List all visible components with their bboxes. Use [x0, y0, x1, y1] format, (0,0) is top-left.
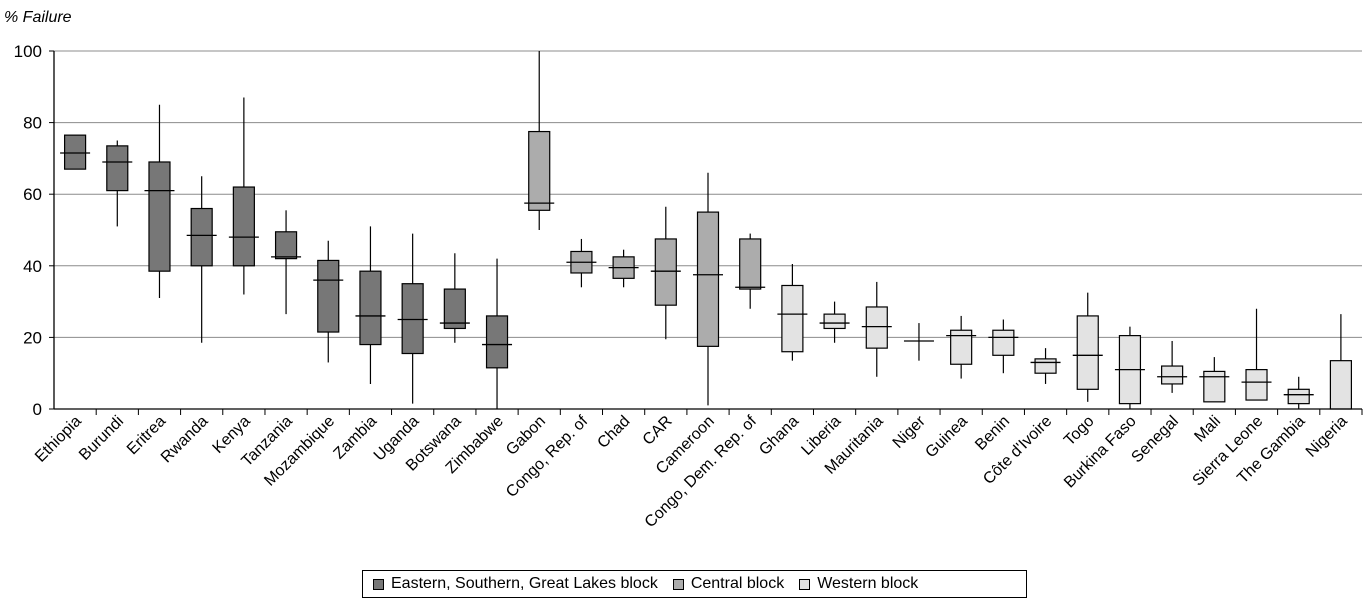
y-tick-label: 100 — [14, 42, 42, 61]
legend: Eastern, Southern, Great Lakes block Cen… — [362, 570, 1027, 598]
x-axis-labels: EthiopiaBurundiEritreaRwandaKenyaTanzani… — [32, 409, 1363, 531]
box — [654, 238, 677, 306]
box — [739, 238, 762, 290]
legend-label-western: Western block — [817, 575, 919, 592]
box — [190, 207, 213, 267]
box-plot-chart: 0 20 40 60 80 100 EthiopiaBurundiEritreaRwand… — [14, 42, 1363, 531]
box — [1034, 358, 1057, 374]
x-tick-label: Burundi — [76, 413, 127, 464]
box-zambia — [355, 226, 386, 384]
box — [950, 329, 973, 365]
box-ghana — [777, 264, 808, 361]
x-tick-label: Guinea — [922, 413, 971, 462]
box-congo-rep-of — [566, 238, 597, 288]
box — [63, 134, 87, 170]
box-benin — [988, 319, 1019, 374]
box — [1329, 360, 1353, 410]
box-zimbabwe — [482, 258, 513, 409]
box — [359, 270, 382, 346]
box-botswana — [439, 253, 470, 343]
box — [1245, 369, 1268, 401]
box-eritrea — [144, 104, 175, 299]
box-togo — [1072, 292, 1103, 402]
box — [443, 288, 466, 330]
x-tick-label: Niger — [890, 412, 930, 452]
box — [1076, 315, 1099, 390]
x-tick-label: Nigeria — [1303, 413, 1351, 461]
box-chad — [608, 249, 639, 288]
box — [992, 329, 1015, 356]
box — [1287, 388, 1310, 405]
box-cameroon — [693, 172, 723, 406]
box — [823, 313, 846, 330]
box-liberia — [819, 301, 850, 343]
box — [317, 259, 340, 333]
x-tick-label: Senegal — [1128, 413, 1182, 467]
box-c-te-d-ivoire — [1030, 348, 1061, 384]
box-mozambique — [313, 240, 344, 363]
y-tick-label: 80 — [23, 114, 42, 133]
box-mali — [1199, 357, 1230, 403]
y-axis-title: % Failure — [4, 9, 72, 26]
box — [1161, 365, 1184, 385]
box-the-gambia — [1283, 376, 1314, 409]
box — [781, 284, 804, 353]
box-guinea — [946, 315, 977, 379]
y-tick-label: 20 — [23, 328, 42, 347]
box-burkina-faso — [1114, 326, 1145, 409]
box — [696, 211, 720, 347]
legend-label-central: Central block — [690, 575, 785, 592]
x-tick-label: CAR — [640, 413, 676, 449]
box — [528, 130, 551, 211]
box-series — [60, 51, 1353, 410]
box — [232, 186, 255, 267]
box-congo-dem-rep-of — [735, 233, 766, 309]
legend-swatch-eastern — [373, 578, 384, 590]
box-nigeria — [1329, 314, 1353, 410]
box-rwanda — [186, 176, 217, 343]
box-ethiopia — [60, 134, 91, 170]
y-tick-label: 0 — [33, 400, 42, 419]
y-axis-ticks: 0 20 40 60 80 100 — [14, 42, 54, 419]
axes — [53, 51, 1362, 410]
box — [106, 145, 129, 192]
legend-item-central: Central block — [672, 575, 785, 593]
x-tick-label: Ethiopia — [32, 413, 85, 466]
legend-label-eastern: Eastern, Southern, Great Lakes block — [391, 575, 658, 592]
box — [401, 283, 424, 355]
box-gabon — [524, 51, 555, 230]
y-tick-label: 60 — [23, 185, 42, 204]
box — [865, 306, 888, 349]
x-tick-label: Togo — [1061, 413, 1098, 450]
box-niger — [903, 323, 934, 361]
box-car — [650, 206, 681, 340]
legend-item-eastern: Eastern, Southern, Great Lakes block — [373, 575, 658, 593]
box-sierra-leone — [1241, 308, 1272, 401]
box-burundi — [102, 140, 133, 227]
box-kenya — [228, 97, 259, 295]
x-tick-label: Benin — [972, 413, 1013, 454]
x-tick-label: Ghana — [756, 413, 802, 459]
box — [274, 231, 298, 260]
y-tick-label: 40 — [23, 257, 42, 276]
box-uganda — [397, 233, 428, 404]
x-tick-label: Chad — [594, 413, 633, 452]
legend-item-western: Western block — [799, 575, 918, 593]
x-tick-label: Rwanda — [158, 413, 212, 467]
box-senegal — [1157, 340, 1188, 393]
legend-swatch-central — [672, 578, 684, 590]
box — [1203, 370, 1226, 403]
legend-swatch-western — [799, 578, 811, 590]
box — [485, 315, 509, 369]
box-tanzania — [271, 210, 302, 315]
box-mauritania — [861, 281, 892, 377]
box — [148, 161, 171, 272]
x-tick-label: Mali — [1191, 413, 1224, 446]
